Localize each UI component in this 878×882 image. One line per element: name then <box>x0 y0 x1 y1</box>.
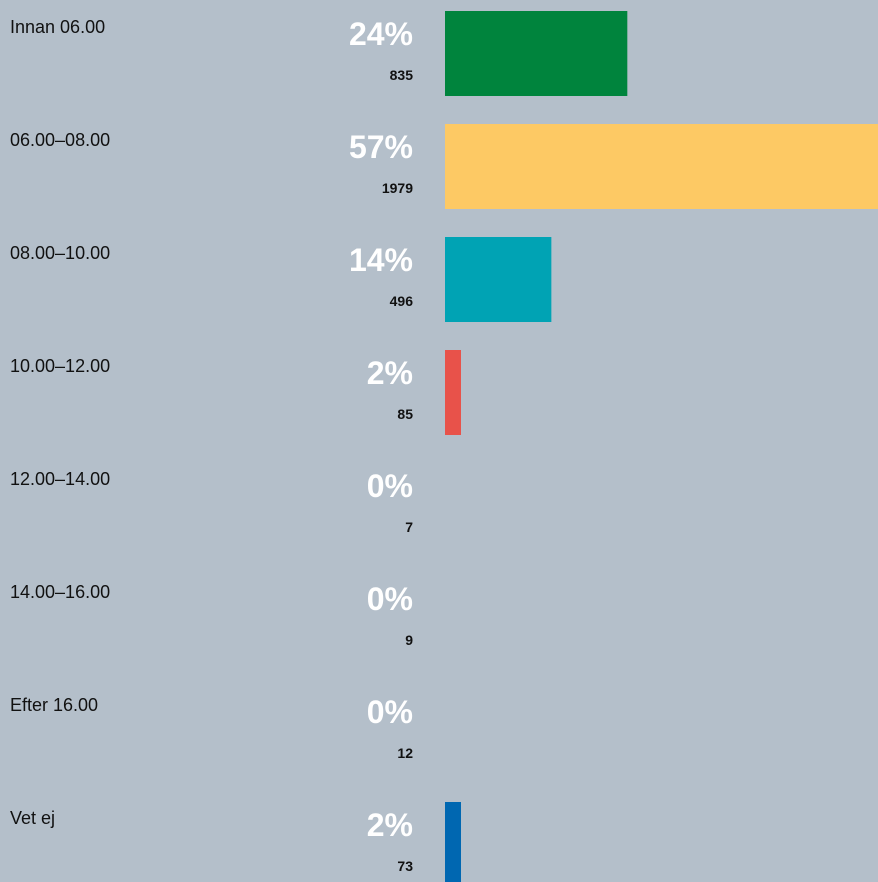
bar <box>445 124 878 209</box>
category-label: Vet ej <box>10 808 55 828</box>
category-label: 12.00–14.00 <box>10 469 110 489</box>
category-label: 06.00–08.00 <box>10 130 110 150</box>
category-label: Innan 06.00 <box>10 17 105 37</box>
count-label: 1979 <box>382 180 413 196</box>
percent-label: 57% <box>349 129 413 165</box>
percent-label: 14% <box>349 242 413 278</box>
percent-label: 0% <box>367 694 413 730</box>
percent-label: 0% <box>367 581 413 617</box>
bar <box>445 11 628 96</box>
category-label: 08.00–10.00 <box>10 243 110 263</box>
category-label: 14.00–16.00 <box>10 582 110 602</box>
count-label: 73 <box>397 858 413 874</box>
percent-label: 0% <box>367 468 413 504</box>
percent-label: 2% <box>367 807 413 843</box>
count-label: 496 <box>390 293 414 309</box>
percent-label: 2% <box>367 355 413 391</box>
bar <box>445 802 461 882</box>
count-label: 835 <box>390 67 414 83</box>
count-label: 12 <box>397 745 413 761</box>
bar <box>445 237 552 322</box>
count-label: 7 <box>405 519 413 535</box>
count-label: 85 <box>397 406 413 422</box>
category-label: 10.00–12.00 <box>10 356 110 376</box>
count-label: 9 <box>405 632 413 648</box>
category-label: Efter 16.00 <box>10 695 98 715</box>
bar <box>445 350 461 435</box>
percent-label: 24% <box>349 16 413 52</box>
